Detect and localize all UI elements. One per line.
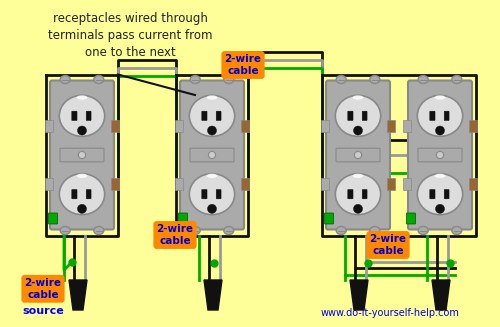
Ellipse shape	[206, 95, 218, 100]
Ellipse shape	[434, 174, 446, 178]
Polygon shape	[204, 280, 222, 310]
Ellipse shape	[336, 95, 380, 136]
Polygon shape	[69, 280, 87, 310]
FancyBboxPatch shape	[387, 120, 395, 132]
FancyBboxPatch shape	[45, 120, 53, 132]
Ellipse shape	[354, 204, 362, 214]
Ellipse shape	[78, 151, 86, 159]
FancyBboxPatch shape	[430, 111, 435, 121]
Ellipse shape	[336, 174, 380, 215]
FancyBboxPatch shape	[469, 178, 477, 190]
Ellipse shape	[190, 76, 200, 83]
FancyBboxPatch shape	[111, 178, 119, 190]
FancyBboxPatch shape	[48, 213, 58, 224]
Ellipse shape	[336, 76, 346, 83]
Ellipse shape	[190, 95, 234, 136]
Polygon shape	[350, 280, 368, 310]
Ellipse shape	[436, 204, 444, 214]
Ellipse shape	[76, 174, 88, 178]
Ellipse shape	[76, 95, 88, 100]
Ellipse shape	[434, 95, 446, 100]
Ellipse shape	[452, 227, 462, 234]
FancyBboxPatch shape	[348, 111, 353, 121]
FancyBboxPatch shape	[180, 80, 244, 230]
Ellipse shape	[60, 95, 104, 136]
FancyBboxPatch shape	[418, 148, 462, 162]
Text: receptacles wired through
terminals pass current from
one to the next: receptacles wired through terminals pass…	[48, 12, 212, 59]
Ellipse shape	[78, 204, 86, 214]
FancyBboxPatch shape	[362, 189, 367, 199]
FancyBboxPatch shape	[326, 80, 390, 230]
FancyBboxPatch shape	[111, 120, 119, 132]
FancyBboxPatch shape	[321, 120, 329, 132]
FancyBboxPatch shape	[72, 189, 77, 199]
FancyBboxPatch shape	[408, 80, 472, 230]
Ellipse shape	[190, 227, 200, 234]
Text: 2-wire
cable: 2-wire cable	[224, 54, 262, 76]
FancyBboxPatch shape	[321, 178, 329, 190]
Ellipse shape	[436, 151, 444, 159]
Ellipse shape	[208, 151, 216, 159]
FancyBboxPatch shape	[45, 178, 53, 190]
Ellipse shape	[436, 126, 444, 135]
FancyBboxPatch shape	[216, 189, 221, 199]
Ellipse shape	[208, 204, 216, 214]
Text: source: source	[22, 306, 64, 316]
FancyBboxPatch shape	[444, 111, 449, 121]
FancyBboxPatch shape	[387, 178, 395, 190]
FancyBboxPatch shape	[202, 189, 207, 199]
FancyBboxPatch shape	[86, 111, 91, 121]
Ellipse shape	[60, 174, 104, 215]
Ellipse shape	[352, 174, 364, 178]
Ellipse shape	[418, 227, 428, 234]
FancyBboxPatch shape	[336, 148, 380, 162]
FancyBboxPatch shape	[202, 111, 207, 121]
FancyBboxPatch shape	[403, 120, 411, 132]
FancyBboxPatch shape	[362, 111, 367, 121]
Ellipse shape	[208, 126, 216, 135]
Text: 2-wire
cable: 2-wire cable	[156, 224, 194, 246]
Ellipse shape	[60, 76, 70, 83]
Ellipse shape	[206, 174, 218, 178]
Ellipse shape	[224, 76, 234, 83]
FancyBboxPatch shape	[430, 189, 435, 199]
FancyBboxPatch shape	[241, 120, 249, 132]
Ellipse shape	[60, 227, 70, 234]
FancyBboxPatch shape	[241, 178, 249, 190]
Text: 2-wire
cable: 2-wire cable	[24, 278, 62, 300]
FancyBboxPatch shape	[403, 178, 411, 190]
Ellipse shape	[336, 227, 346, 234]
Ellipse shape	[78, 126, 86, 135]
Ellipse shape	[418, 174, 463, 215]
FancyBboxPatch shape	[324, 213, 334, 224]
Ellipse shape	[94, 76, 104, 83]
Polygon shape	[432, 280, 450, 310]
FancyBboxPatch shape	[175, 178, 183, 190]
Ellipse shape	[370, 76, 380, 83]
FancyBboxPatch shape	[50, 80, 114, 230]
FancyBboxPatch shape	[175, 120, 183, 132]
FancyBboxPatch shape	[190, 148, 234, 162]
Ellipse shape	[190, 174, 234, 215]
FancyBboxPatch shape	[72, 111, 77, 121]
Text: 2-wire
cable: 2-wire cable	[370, 234, 406, 256]
FancyBboxPatch shape	[86, 189, 91, 199]
Ellipse shape	[224, 227, 234, 234]
Ellipse shape	[94, 227, 104, 234]
FancyBboxPatch shape	[216, 111, 221, 121]
FancyBboxPatch shape	[469, 120, 477, 132]
Ellipse shape	[418, 95, 463, 136]
FancyBboxPatch shape	[348, 189, 353, 199]
Ellipse shape	[352, 95, 364, 100]
Ellipse shape	[452, 76, 462, 83]
Ellipse shape	[354, 126, 362, 135]
FancyBboxPatch shape	[178, 213, 188, 224]
FancyBboxPatch shape	[444, 189, 449, 199]
Ellipse shape	[354, 151, 362, 159]
FancyBboxPatch shape	[60, 148, 104, 162]
Ellipse shape	[370, 227, 380, 234]
Ellipse shape	[418, 76, 428, 83]
FancyBboxPatch shape	[406, 213, 416, 224]
Text: www.do-it-yourself-help.com: www.do-it-yourself-help.com	[320, 308, 460, 318]
